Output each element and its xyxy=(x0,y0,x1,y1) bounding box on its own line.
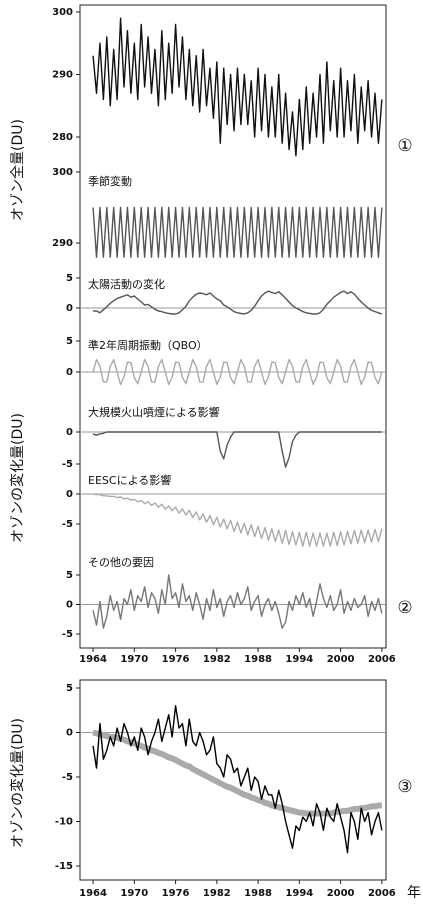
x-axis-label: 年 xyxy=(407,885,421,901)
annotation: ② xyxy=(397,598,412,618)
plot-frame xyxy=(79,4,387,649)
panel-title: EESCによる影響 xyxy=(88,473,171,487)
y-tick-label: 0 xyxy=(66,728,73,739)
y-tick-label: -5 xyxy=(62,519,73,530)
data-line xyxy=(92,729,382,817)
x-tick-label: 2000 xyxy=(327,888,355,899)
x-tick-label: 1988 xyxy=(244,654,272,665)
x-tick-label: 2000 xyxy=(327,654,355,665)
x-tick-label: 1982 xyxy=(203,654,231,665)
x-tick-label: 1982 xyxy=(203,888,231,899)
y-tick-label: -10 xyxy=(55,817,73,828)
y-tick-label: 5 xyxy=(66,683,73,694)
y-tick-label: -5 xyxy=(62,629,73,640)
y-tick-label: 5 xyxy=(66,273,73,284)
x-tick-label: 1994 xyxy=(285,654,313,665)
y-axis-label: オゾンの変化量(DU) xyxy=(9,413,26,543)
x-tick-label: 1964 xyxy=(79,654,107,665)
y-tick-label: 290 xyxy=(52,70,73,81)
y-tick-label: 0 xyxy=(66,303,73,314)
y-tick-label: 300 xyxy=(52,167,73,178)
y-tick-label: 0 xyxy=(66,600,73,611)
panel-title: 太陽活動の変化 xyxy=(88,277,165,291)
x-tick-label: 1964 xyxy=(79,888,107,899)
panel-title: その他の要因 xyxy=(88,556,154,569)
y-tick-label: 280 xyxy=(52,132,73,143)
x-tick-label: 1994 xyxy=(285,888,313,899)
data-line xyxy=(92,574,383,629)
y-tick-label: 0 xyxy=(66,427,73,438)
y-tick-label: 0 xyxy=(66,367,73,378)
panel-title: 季節変動 xyxy=(88,174,132,188)
x-tick-label: 1976 xyxy=(162,888,190,899)
y-axis-label: オゾンの変化量(DU) xyxy=(9,718,26,848)
x-tick-label: 1988 xyxy=(244,888,272,899)
y-tick-label: -5 xyxy=(62,459,73,470)
data-line xyxy=(92,493,383,547)
x-tick-label: 1970 xyxy=(120,888,148,899)
x-tick-label: 1976 xyxy=(162,654,190,665)
x-tick-label: 1970 xyxy=(120,654,148,665)
y-tick-label: -15 xyxy=(55,861,73,872)
x-tick-label: 2006 xyxy=(368,654,396,665)
data-line xyxy=(92,705,383,854)
annotation: ③ xyxy=(397,777,412,797)
data-line xyxy=(92,17,383,157)
plot-frame xyxy=(79,679,387,881)
y-tick-label: -5 xyxy=(62,772,73,783)
y-axis-label: オゾン全量(DU) xyxy=(9,119,26,221)
y-tick-label: 300 xyxy=(52,7,73,18)
data-line xyxy=(92,358,383,386)
data-line xyxy=(92,206,383,258)
y-tick-label: 0 xyxy=(66,489,73,500)
x-tick-label: 2006 xyxy=(368,888,396,899)
y-tick-label: 290 xyxy=(52,238,73,249)
y-tick-label: 5 xyxy=(66,336,73,347)
y-tick-label: 5 xyxy=(66,570,73,581)
panel-title: 大規模火山噴煙による影響 xyxy=(88,405,220,419)
panel-title: 準2年周期振動（QBO） xyxy=(88,338,208,352)
annotation: ① xyxy=(397,136,412,156)
data-line xyxy=(93,290,383,315)
data-line xyxy=(92,431,382,468)
